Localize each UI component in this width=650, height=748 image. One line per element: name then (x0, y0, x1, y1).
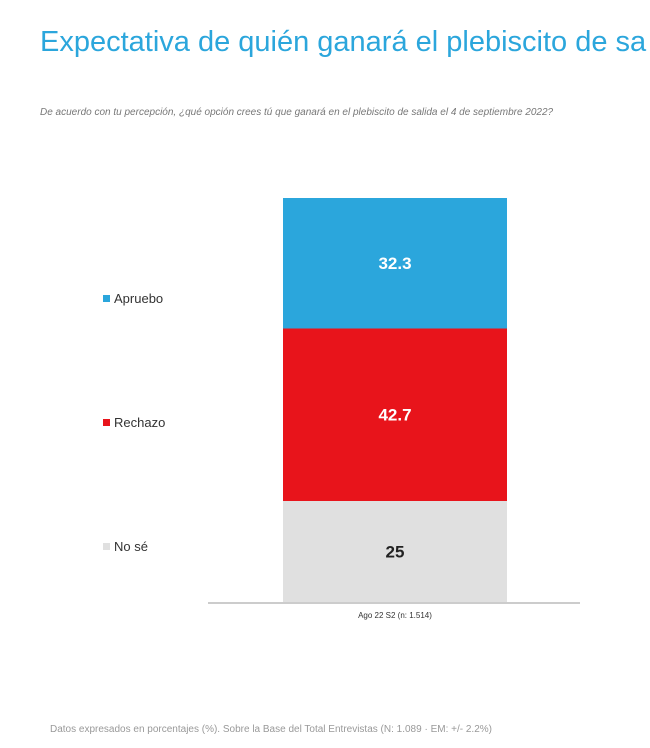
legend-swatch (103, 543, 110, 550)
data-label: 42.7 (378, 406, 411, 425)
bar-segment-1 (283, 328, 507, 501)
page-title: Expectativa de quién ganará el plebiscit… (40, 26, 647, 58)
legend-label: No sé (114, 539, 148, 554)
footnote: Datos expresados en porcentajes (%). Sob… (50, 724, 492, 735)
legend-item-rechazo: Rechazo (103, 415, 165, 430)
legend-item-no-se: No sé (103, 539, 148, 554)
bar-segment-2 (283, 501, 507, 602)
legend-label: Rechazo (114, 415, 166, 430)
legend-swatch (103, 419, 110, 426)
x-tick-label: Ago 22 S2 (n: 1.514) (358, 611, 432, 620)
data-label: 32.3 (378, 254, 411, 273)
survey-question: De acuerdo con tu percepción, ¿qué opció… (40, 107, 554, 118)
legend-item-apruebo: Apruebo (103, 291, 163, 306)
legend-swatch (103, 295, 110, 302)
bar-segment-0 (283, 198, 507, 329)
data-label: 25 (386, 543, 405, 562)
legend-label: Apruebo (114, 291, 164, 306)
